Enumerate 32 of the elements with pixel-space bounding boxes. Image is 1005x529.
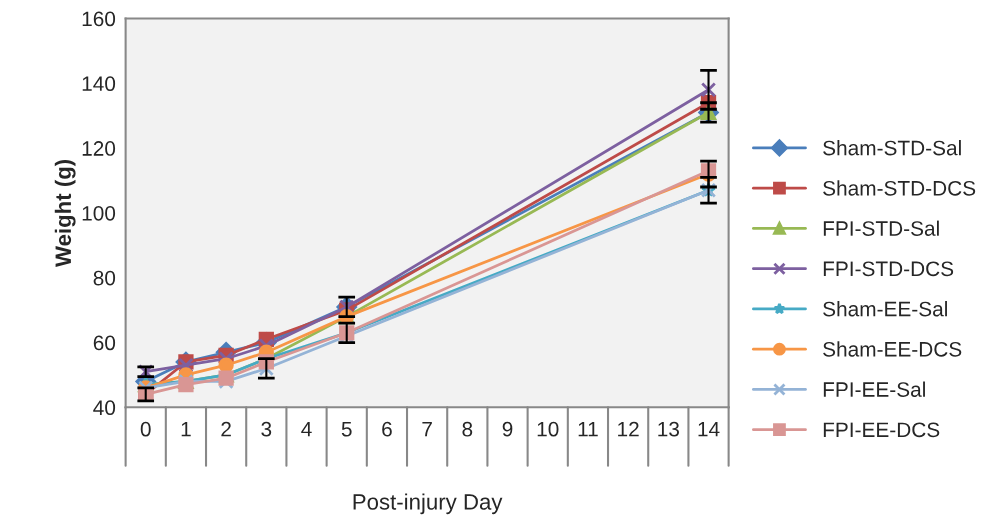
x-tick-label: 0 [140,421,151,437]
x-tick-label: 2 [221,421,231,437]
legend-label: Sham-STD-Sal [823,140,961,156]
legend-label: FPI-STD-Sal [823,220,939,236]
legend-label: Sham-EE-Sal [823,301,947,317]
x-tick-label: 8 [462,421,473,437]
legend-label: Sham-STD-DCS [823,180,976,196]
legend-label: FPI-EE-Sal [823,381,925,397]
x-tick-label: 6 [382,421,392,437]
y-tick-label: 120 [82,141,116,156]
x-tick-label: 4 [301,421,312,437]
legend-label: FPI-EE-DCS [823,422,940,438]
x-tick-label: 10 [537,421,559,437]
x-tick-label: 1 [181,421,191,437]
x-tick-label: 7 [422,421,432,437]
y-axis-title: Weight (g) [54,159,76,268]
y-tick-label: 140 [82,76,116,92]
y-tick-label: 40 [93,400,116,416]
x-tick-label: 14 [698,421,720,437]
y-tick-label: 60 [93,335,116,351]
x-tick-label: 3 [261,421,272,437]
y-tick-label: 80 [93,270,116,286]
x-tick-label: 13 [658,421,679,437]
x-tick-label: 9 [502,421,513,437]
x-tick-label: 12 [618,421,639,437]
x-tick-label: 5 [341,421,352,437]
legend-label: Sham-EE-DCS [823,341,962,357]
legend-label: FPI-STD-DCS [823,261,954,277]
y-tick-label: 100 [82,205,116,221]
x-tick-label: 11 [578,421,598,437]
x-axis-title: Post-injury Day [353,493,503,515]
y-tick-label: 160 [82,11,116,27]
